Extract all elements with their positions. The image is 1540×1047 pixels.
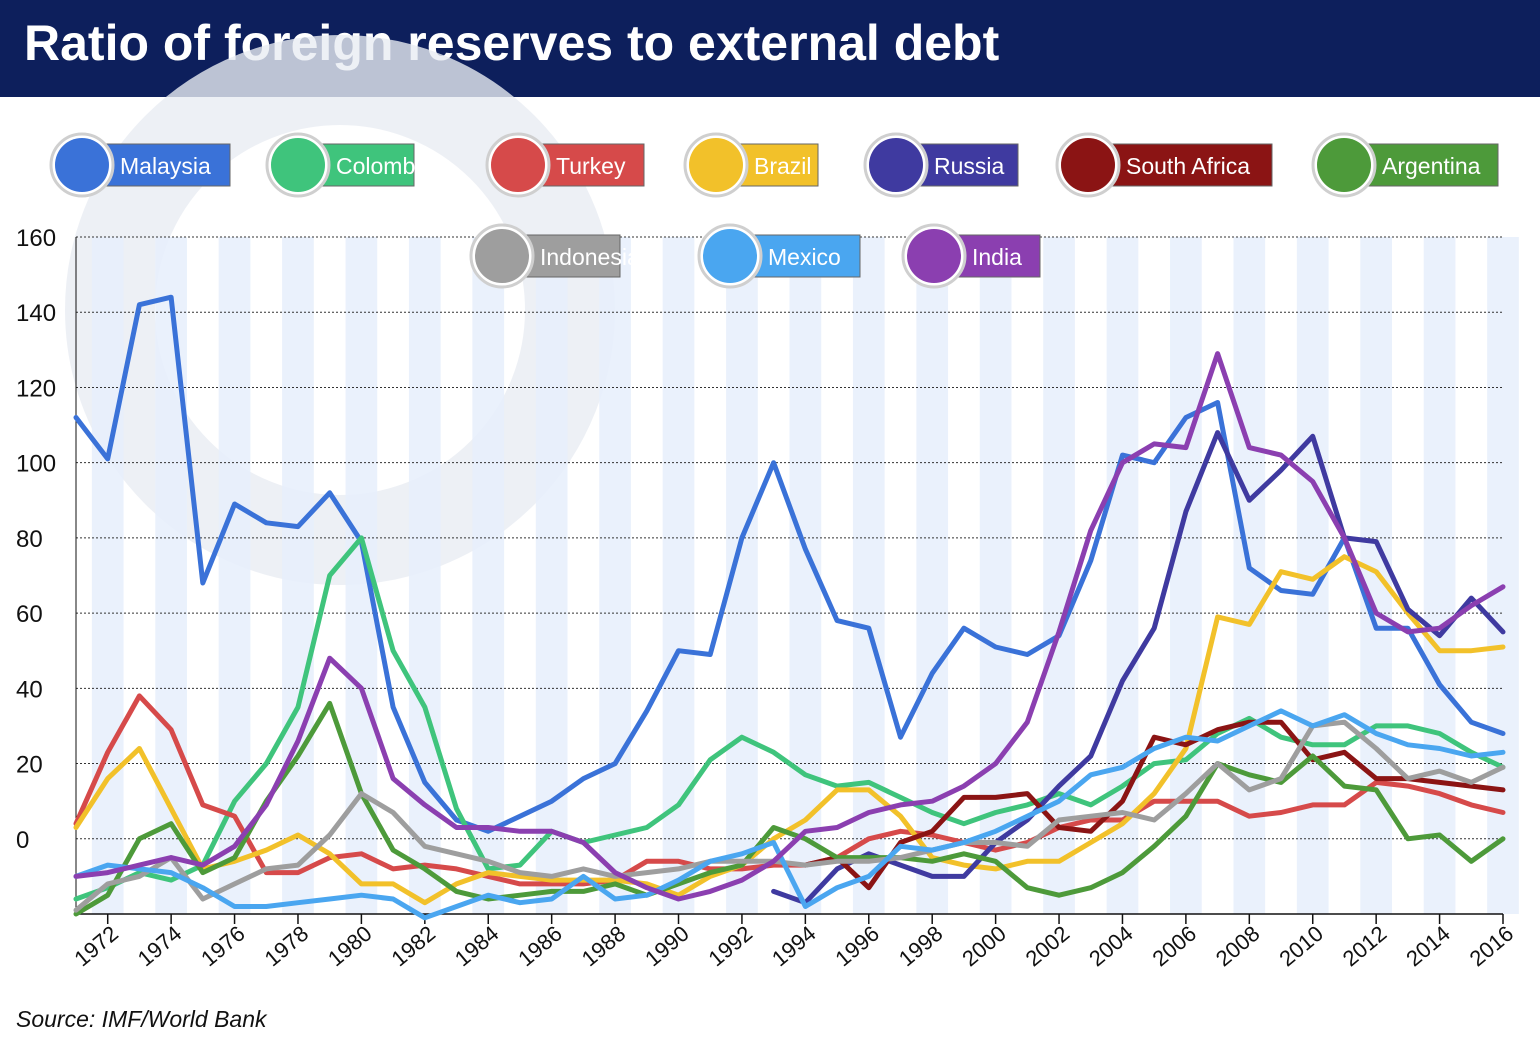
x-tick-label: 1994 — [767, 921, 821, 972]
x-tick-label: 1984 — [450, 921, 504, 972]
south-africa-flag-icon — [1055, 132, 1121, 198]
legend-label: Brazil — [754, 153, 812, 179]
x-tick-label: 1992 — [704, 921, 758, 972]
y-tick-label: 120 — [16, 375, 56, 402]
chart-title: Ratio of foreign reserves to external de… — [24, 15, 1000, 71]
y-tick-label: 80 — [16, 526, 43, 553]
x-tick-label: 1990 — [640, 921, 694, 972]
series-line-mexico — [73, 708, 1506, 921]
legend-item-indonesia: Indonesia — [469, 223, 640, 289]
grid-stripe — [1423, 237, 1456, 914]
series-line-russia — [771, 430, 1506, 906]
grid-stripe — [979, 237, 1012, 914]
legend-label: Argentina — [1382, 153, 1481, 179]
turkey-flag-icon — [485, 132, 551, 198]
flag-face — [475, 229, 529, 283]
x-tick-label: 2000 — [957, 921, 1011, 972]
x-tick-label: 1972 — [69, 921, 123, 972]
russia-flag-icon — [863, 132, 929, 198]
grid-stripe — [1487, 237, 1519, 914]
grid-stripe — [599, 237, 631, 914]
series-line-argentina — [73, 700, 1506, 917]
legend-label: South Africa — [1126, 153, 1250, 179]
grid-stripe — [282, 237, 314, 914]
legend-item-south-africa: South Africa — [1055, 132, 1273, 198]
flag-face — [271, 138, 325, 192]
legend-item-brazil: Brazil — [683, 132, 819, 198]
grid-stripe — [535, 237, 568, 914]
x-tick-label: 2012 — [1338, 921, 1392, 972]
series-line-south-africa — [802, 719, 1506, 891]
india-flag-icon — [901, 223, 967, 289]
x-tick-label: 2004 — [1084, 921, 1138, 972]
legend-label: Malaysia — [120, 153, 211, 179]
x-tick-label: 2016 — [1465, 921, 1519, 972]
y-tick-label: 100 — [16, 451, 56, 478]
brazil-flag-icon — [683, 132, 749, 198]
indonesia-flag-icon — [469, 223, 535, 289]
x-tick-label: 1974 — [133, 921, 187, 972]
mexico-flag-icon — [697, 223, 763, 289]
x-tick-label: 1976 — [196, 921, 250, 972]
x-tick-label: 1986 — [513, 921, 567, 972]
legend-item-india: India — [901, 223, 1041, 289]
malaysia-flag-icon — [49, 132, 115, 198]
x-tick-label: 2006 — [1148, 921, 1202, 972]
grid-stripe — [472, 237, 505, 914]
flag-face — [689, 138, 743, 192]
series-line-malaysia — [73, 294, 1506, 834]
x-tick-label: 1978 — [260, 921, 314, 972]
y-tick-label: 160 — [16, 225, 56, 252]
legend-label: Colombia — [336, 153, 433, 179]
grid-stripe — [91, 237, 124, 914]
x-tick-label: 2010 — [1274, 921, 1328, 972]
series-line-india — [73, 351, 1506, 902]
x-tick-label: 2008 — [1211, 921, 1265, 972]
x-tick-label: 2002 — [1021, 921, 1075, 972]
flag-face — [1061, 138, 1115, 192]
legend-item-argentina: Argentina — [1311, 132, 1499, 198]
y-tick-label: 20 — [16, 752, 43, 779]
legend-item-colombia: Colombia — [265, 132, 433, 198]
legend-item-turkey: Turkey — [485, 132, 645, 198]
legend-item-malaysia: Malaysia — [49, 132, 231, 198]
x-tick-label: 2014 — [1401, 921, 1455, 972]
y-tick-label: 60 — [16, 601, 43, 628]
x-tick-label: 1988 — [577, 921, 631, 972]
flag-face — [703, 229, 757, 283]
legend-item-russia: Russia — [863, 132, 1019, 198]
x-tick-label: 1980 — [323, 921, 377, 972]
legend-label: Turkey — [556, 153, 626, 179]
x-tick-label: 1998 — [894, 921, 948, 972]
flag-face — [1317, 138, 1371, 192]
legend-label: Indonesia — [540, 244, 640, 270]
flag-face — [491, 138, 545, 192]
legend-label: Mexico — [768, 244, 841, 270]
colombia-flag-icon — [265, 132, 331, 198]
grid-stripe — [155, 237, 187, 914]
y-tick-label: 140 — [16, 300, 56, 327]
series-line-brazil — [73, 554, 1506, 906]
flag-face — [55, 138, 109, 192]
legend-label: India — [972, 244, 1022, 270]
x-tick-label: 1982 — [386, 921, 440, 972]
series-line-indonesia — [73, 719, 1506, 913]
argentina-flag-icon — [1311, 132, 1377, 198]
y-tick-label: 40 — [16, 676, 43, 703]
flag-face — [907, 229, 961, 283]
flag-face — [869, 138, 923, 192]
legend-label: Russia — [934, 153, 1005, 179]
x-tick-label: 1996 — [830, 921, 884, 972]
legend-item-mexico: Mexico — [697, 223, 861, 289]
series-line-colombia — [73, 535, 1506, 902]
grid-stripe — [408, 237, 441, 914]
y-tick-label: 0 — [16, 827, 29, 854]
source-note: Source: IMF/World Bank — [16, 1006, 267, 1032]
